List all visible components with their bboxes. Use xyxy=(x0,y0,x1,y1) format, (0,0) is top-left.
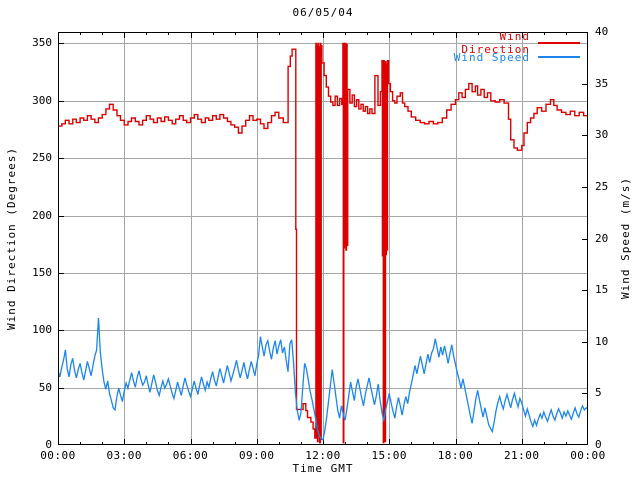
x-tick-label: 00:00 xyxy=(40,449,76,462)
legend-label-wind-direction: Wind Direction xyxy=(461,30,530,56)
x-tick-label: 03:00 xyxy=(106,449,143,462)
wind-direction-line xyxy=(58,42,588,444)
legend-line-sample-wind-direction xyxy=(538,42,580,44)
plot-border xyxy=(58,32,588,445)
y-left-tick-label: 300 xyxy=(32,93,52,107)
y-right-tick-label: 20 xyxy=(595,231,609,245)
gridlines xyxy=(58,32,588,445)
x-tick-label: 00:00 xyxy=(570,449,606,462)
y-right-tick-label: 30 xyxy=(595,128,609,142)
x-tick-label: 21:00 xyxy=(503,449,540,462)
x-tick-label: 06:00 xyxy=(172,449,209,462)
y-right-tick-label: 35 xyxy=(595,76,609,90)
x-axis-label: Time GMT xyxy=(292,462,354,475)
y-left-tick-label: 350 xyxy=(32,36,52,50)
y-left-tick-label: 150 xyxy=(32,265,52,279)
y-left-tick-label: 200 xyxy=(32,208,52,222)
legend-line-sample-wind-speed xyxy=(538,56,580,58)
x-tick-label: 12:00 xyxy=(305,449,341,462)
y-right-tick-label: 15 xyxy=(595,283,609,297)
y-right-tick-label: 0 xyxy=(595,438,602,451)
y-left-tick-label: 50 xyxy=(38,380,52,394)
plot-area xyxy=(58,32,588,445)
x-tick-label: 15:00 xyxy=(371,449,408,462)
y-right-tick-label: 40 xyxy=(595,25,609,38)
x-tick-label: 09:00 xyxy=(238,449,275,462)
y-right-tick-label: 25 xyxy=(595,179,609,193)
y-left-tick-label: 100 xyxy=(32,323,52,337)
chart-title: 06/05/04 xyxy=(292,6,354,19)
y-left-tick-label: 0 xyxy=(45,438,52,451)
x-tick-label: 18:00 xyxy=(437,449,474,462)
plot-canvas xyxy=(58,32,588,445)
wind-speed-line xyxy=(58,317,588,441)
legend-row-wind-direction: Wind Direction xyxy=(428,30,580,56)
legend-label-wind-speed: Wind Speed xyxy=(453,50,530,64)
y-left-tick-label: 250 xyxy=(32,151,52,165)
legend-row-wind-speed: Wind Speed xyxy=(428,50,580,64)
y-right-tick-label: 10 xyxy=(595,334,609,348)
legend: Wind Direction Wind Speed xyxy=(428,30,580,64)
y-right-tick-label: 5 xyxy=(595,386,602,400)
